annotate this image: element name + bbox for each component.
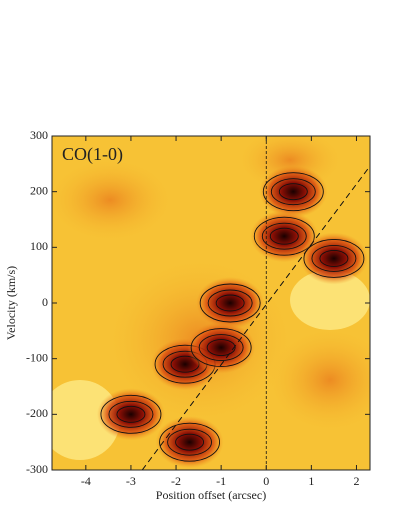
emission-peak [187, 321, 256, 374]
contour [270, 178, 316, 206]
emission-peak [196, 277, 265, 329]
contour [199, 283, 261, 323]
haze [290, 270, 370, 330]
contour [303, 239, 365, 278]
annotation: CO(1-0) [62, 144, 123, 165]
y-tick-label: -100 [26, 350, 48, 364]
x-tick-label: -4 [81, 474, 91, 488]
contour [206, 339, 236, 356]
y-tick-label: 300 [30, 128, 48, 142]
y-axis-label: Velocity (km/s) [4, 266, 18, 340]
x-tick-label: 2 [353, 474, 359, 488]
contour [262, 172, 324, 212]
contour [253, 216, 315, 256]
x-tick-label: 0 [263, 474, 269, 488]
emission-peak [259, 165, 328, 218]
contour [269, 227, 299, 245]
contour [175, 433, 205, 451]
contour [108, 400, 154, 428]
contour [190, 328, 252, 367]
contour [159, 422, 221, 462]
emission-peak [250, 210, 319, 263]
x-tick-label: -3 [126, 474, 136, 488]
contour [116, 405, 146, 423]
y-tick-label: 0 [42, 295, 48, 309]
x-axis-label: Position offset (arcsec) [156, 488, 266, 502]
haze [270, 330, 370, 430]
y-tick-label: -300 [26, 462, 48, 476]
y-tick-label: -200 [26, 406, 48, 420]
emission-peak [299, 232, 368, 285]
contour [311, 245, 357, 272]
emission-peak [96, 388, 165, 441]
y-tick-label: 200 [30, 183, 48, 197]
contour [319, 250, 349, 267]
contour [261, 222, 307, 250]
contour [167, 428, 213, 456]
x-tick-label: -1 [216, 474, 226, 488]
haze [52, 160, 170, 240]
y-tick-label: 100 [30, 239, 48, 253]
contour [198, 334, 244, 361]
contour [215, 294, 245, 312]
contour [278, 183, 308, 201]
emission-peak [155, 416, 224, 469]
x-tick-label: -2 [171, 474, 181, 488]
contour [207, 289, 253, 317]
x-tick-label: 1 [308, 474, 314, 488]
marks [96, 136, 370, 470]
contour [100, 394, 162, 434]
